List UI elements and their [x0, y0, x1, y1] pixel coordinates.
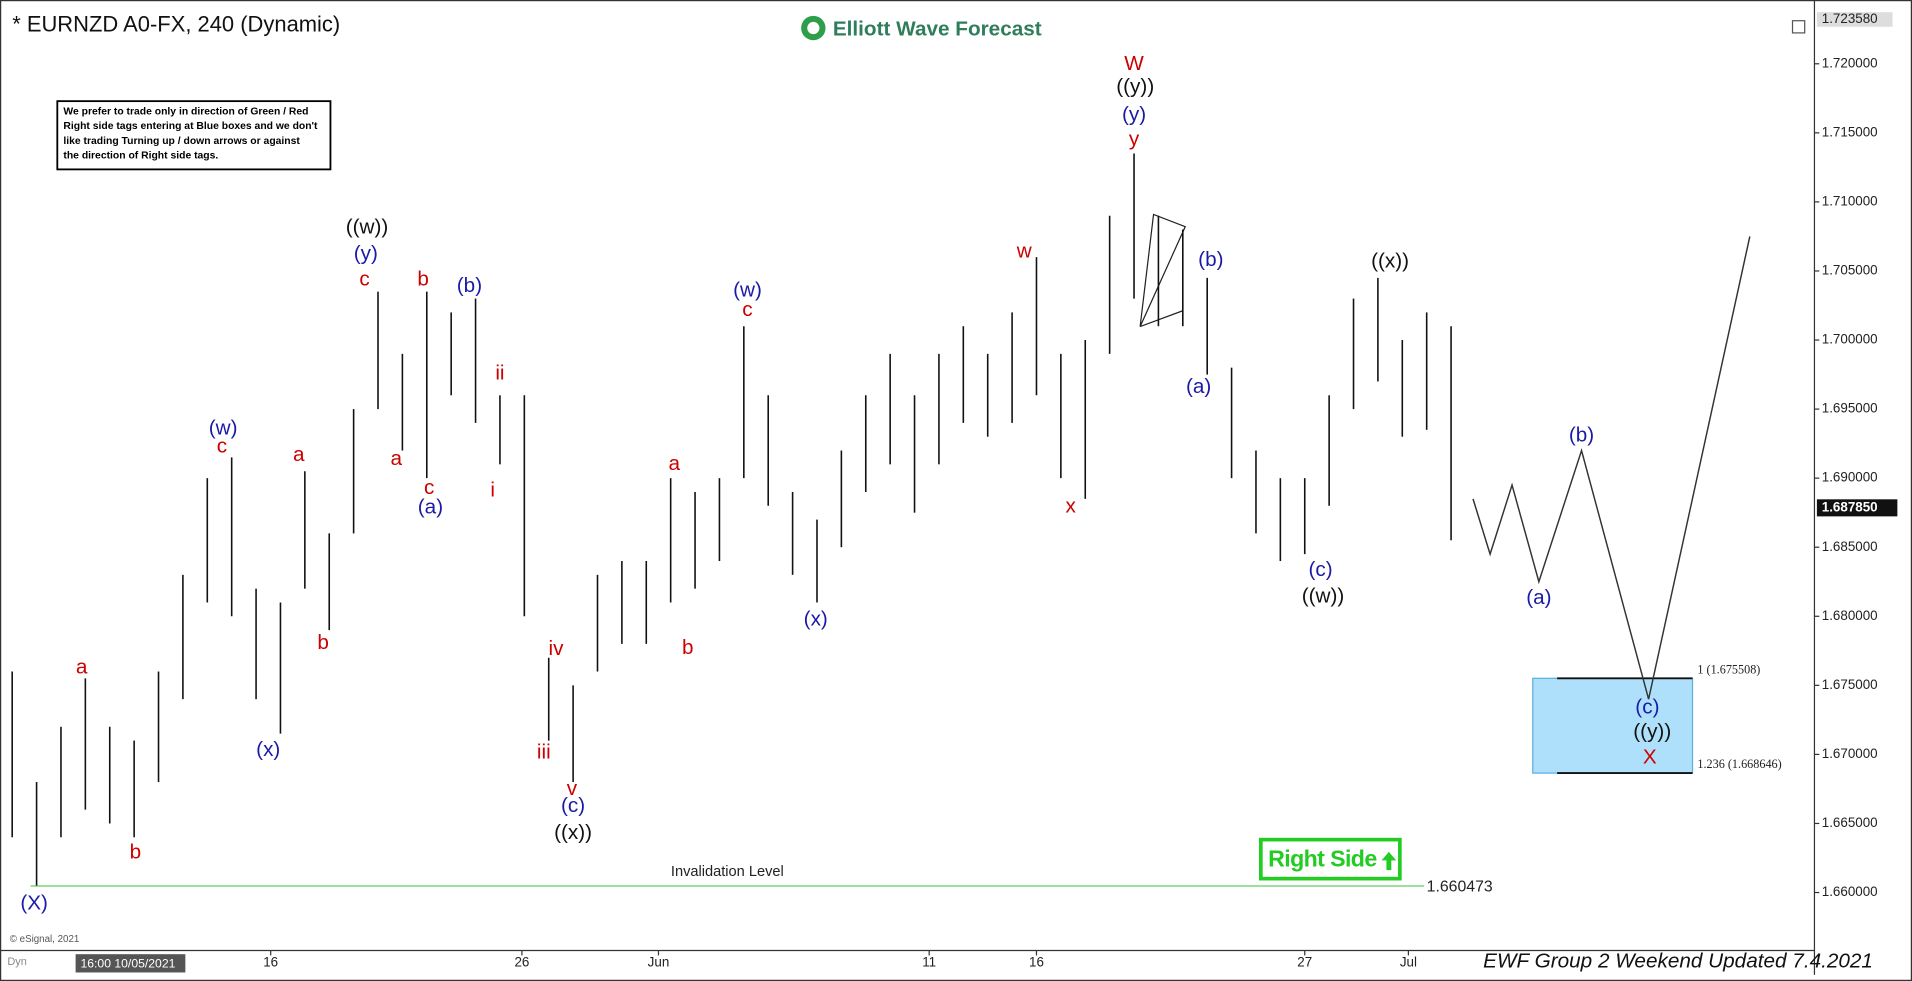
- x-tick-label: 26: [514, 954, 529, 969]
- wave-label: b: [682, 636, 694, 659]
- wave-label: (y): [1122, 103, 1146, 126]
- logo-icon-inner: [807, 21, 820, 35]
- note-box: [56, 100, 332, 171]
- wave-label: c: [217, 435, 227, 458]
- blue-box: [1532, 677, 1694, 774]
- y-tick-label: 1.680000: [1822, 608, 1878, 623]
- wave-label: (b): [457, 274, 482, 297]
- wave-label: b: [317, 631, 329, 654]
- wave-label: x: [1065, 494, 1076, 517]
- y-tick-label: 1.710000: [1822, 193, 1878, 208]
- y-tick-label: 1.715000: [1822, 124, 1878, 139]
- invalidation-text: Invalidation Level: [671, 864, 784, 880]
- x-tick-label: Jun: [648, 954, 670, 969]
- last-price-box: [1816, 499, 1898, 517]
- y-tick-label: 1.670000: [1822, 746, 1878, 761]
- wave-label: iii: [537, 741, 551, 764]
- invalidation-value: 1.660473: [1427, 878, 1493, 895]
- wave-label: (w): [733, 279, 762, 302]
- cursor-label: 16:00 10/05/2021: [80, 957, 175, 971]
- wave-label: (b): [1569, 424, 1594, 447]
- wave-label: (X): [20, 892, 48, 915]
- y-tick-label: 1.665000: [1822, 815, 1878, 830]
- wave-label: (a): [418, 496, 443, 519]
- wave-label: X: [1643, 745, 1657, 768]
- top-price-box: [1816, 12, 1893, 27]
- wave-label: (c): [1309, 558, 1333, 581]
- chart-title: * EURNZD A0-FX, 240 (Dynamic): [12, 12, 340, 37]
- x-tick-label: Jul: [1400, 954, 1417, 969]
- window-icon: [1791, 20, 1806, 34]
- y-tick-label: 1.685000: [1822, 539, 1878, 554]
- wave-label: (x): [256, 738, 280, 761]
- wave-label: a: [391, 447, 403, 470]
- last-price-label: 1.687850: [1822, 499, 1878, 514]
- copyright: © eSignal, 2021: [10, 934, 80, 945]
- wave-label: (b): [1198, 248, 1223, 271]
- wave-label: (a): [1526, 586, 1551, 609]
- x-tick-label: 16: [263, 954, 278, 969]
- triangle-left: [1139, 213, 1187, 327]
- wave-label: w: [1016, 240, 1033, 263]
- logo-box: [796, 12, 1060, 44]
- x-tick-label: 16: [1029, 954, 1044, 969]
- fib-label: 1 (1.675508): [1697, 662, 1760, 676]
- x-tick-label: 11: [922, 954, 936, 969]
- wave-label: c: [742, 298, 752, 321]
- logo-text: Elliott Wave Forecast: [833, 17, 1042, 40]
- wave-label: ((x)): [1371, 249, 1409, 272]
- y-tick-label: 1.700000: [1822, 332, 1878, 347]
- wave-label: b: [130, 841, 142, 864]
- cursor-box: [75, 954, 186, 973]
- y-tick-label: 1.695000: [1822, 401, 1878, 416]
- footer: EWF Group 2 Weekend Updated 7.4.2021: [1483, 950, 1873, 973]
- wave-label: y: [1129, 128, 1140, 151]
- wave-label: ((w)): [1302, 585, 1345, 608]
- wave-label: c: [359, 268, 369, 291]
- y-tick-label: 1.720000: [1822, 55, 1878, 70]
- wave-label: W: [1124, 52, 1144, 75]
- note-line: like trading Turning up / down arrows or…: [63, 136, 300, 147]
- y-tick-label: 1.690000: [1822, 470, 1878, 485]
- wave-label: (x): [804, 608, 828, 631]
- wave-label: a: [293, 443, 305, 466]
- fib-label: 1.236 (1.668646): [1697, 757, 1781, 771]
- corner-label: Dyn: [7, 956, 27, 968]
- top-price-label: 1.723580: [1822, 11, 1878, 26]
- wave-label: ((y)): [1116, 75, 1154, 98]
- right-side-arrow: [1381, 851, 1397, 871]
- right-side-text: Right Side: [1268, 845, 1377, 871]
- wave-label: b: [417, 268, 429, 291]
- wave-label: a: [76, 655, 88, 678]
- wave-label: ((y)): [1633, 720, 1671, 743]
- wave-label: i: [490, 479, 495, 502]
- wave-label: c: [424, 476, 434, 499]
- wave-label: (w): [209, 416, 238, 439]
- wave-label: v: [567, 777, 578, 800]
- wave-label: ii: [495, 362, 504, 385]
- wave-label: (c): [561, 794, 585, 817]
- triangle-right: [1139, 310, 1184, 328]
- wave-label: ((w)): [346, 215, 389, 238]
- x-tick-label: 27: [1297, 954, 1312, 969]
- note-line: Right side tags entering at Blue boxes a…: [63, 121, 318, 132]
- wave-label: iv: [549, 637, 565, 660]
- projection-path: [1472, 236, 1751, 700]
- wave-label: (a): [1186, 375, 1211, 398]
- note-line: the direction of Right side tags.: [63, 150, 218, 161]
- y-tick-label: 1.660000: [1822, 884, 1878, 899]
- y-tick-label: 1.675000: [1822, 677, 1878, 692]
- note-line: We prefer to trade only in direction of …: [63, 107, 308, 118]
- wave-label: (c): [1635, 695, 1659, 718]
- wave-label: ((x)): [554, 821, 592, 844]
- note: We prefer to trade only in direction of …: [63, 107, 318, 162]
- right-side-badge: [1259, 837, 1402, 881]
- wave-label: (y): [354, 242, 378, 265]
- wave-label: a: [669, 452, 681, 475]
- y-tick-label: 1.705000: [1822, 263, 1878, 278]
